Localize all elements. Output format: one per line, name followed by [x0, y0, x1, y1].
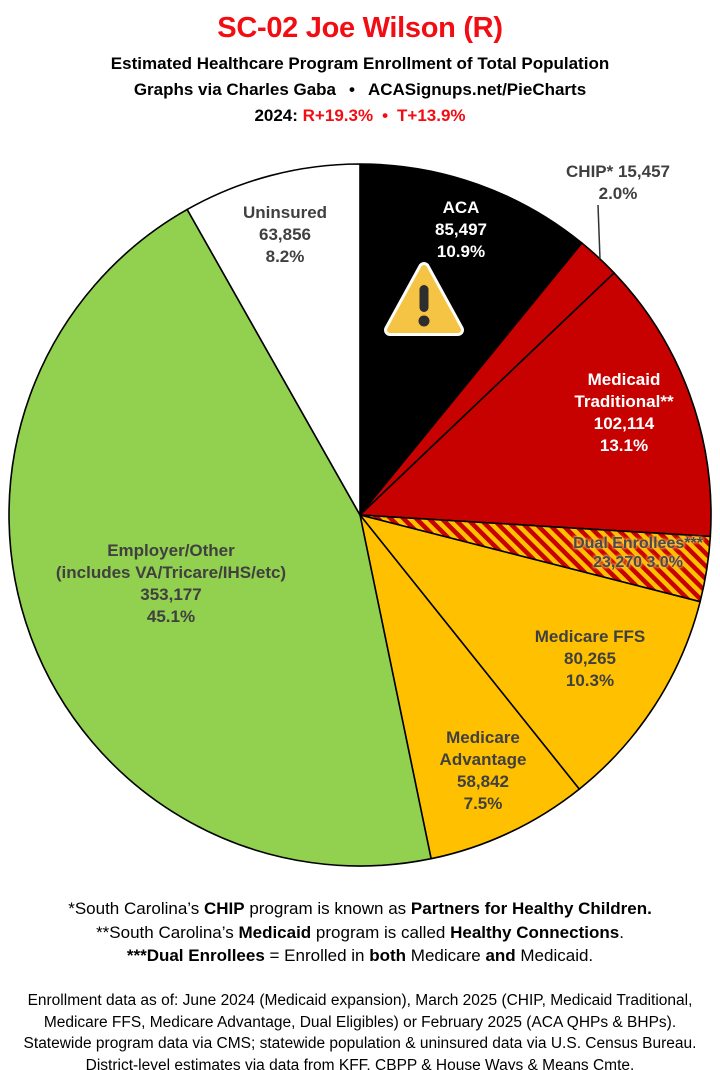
- partisan-lean-line: 2024: R+19.3% • T+13.9%: [0, 106, 720, 126]
- lean-r-value: R+19.3%: [302, 106, 374, 125]
- source-line: District-level estimates via data from K…: [85, 1056, 635, 1070]
- label-medicare-ffs: Medicare FFS 80,265 10.3%: [534, 627, 646, 690]
- warning-triangle-icon: [384, 262, 464, 336]
- label-dual-enrollees: Dual Enrollees*** 23,270 3.0%: [573, 535, 703, 571]
- credit-line: Graphs via Charles Gaba • ACASignups.net/P…: [0, 80, 720, 100]
- credit-author: Graphs via Charles Gaba: [133, 80, 337, 99]
- pie-slice-medicare-ffs: [359, 514, 701, 790]
- lean-t-value: T+13.9%: [397, 106, 466, 125]
- pie-chart: Uninsured 63,856 8.2% ACA 85,497 10.9% C…: [0, 150, 720, 890]
- credit-site: ACASignups.net/PieCharts: [367, 80, 587, 99]
- footnotes: *South Carolina’s CHIP program is known …: [0, 897, 720, 968]
- pie-svg: [8, 163, 712, 867]
- source-line: Statewide program data via CMS; statewid…: [23, 1035, 697, 1052]
- footnote-chip: *South Carolina’s CHIP program is known …: [68, 899, 652, 918]
- pie-slice-uninsured: [186, 163, 361, 516]
- warning-icon: [383, 261, 465, 343]
- label-chip: CHIP* 15,457 2.0%: [566, 162, 670, 203]
- chip-leader-line: [597, 204, 601, 260]
- footnote-dual: ***Dual Enrollees = Enrolled in both Med…: [126, 946, 594, 965]
- subtitle: Estimated Healthcare Program Enrollment …: [110, 54, 610, 73]
- pie-slice-medicare-advantage: [359, 514, 581, 860]
- source-notes: Enrollment data as of: June 2024 (Medica…: [0, 990, 720, 1070]
- footnote-medicaid: **South Carolina’s Medicaid program is c…: [96, 922, 624, 942]
- header: SC-02 Joe Wilson (R) Estimated Healthcar…: [0, 0, 720, 126]
- label-medicaid-traditional: Medicaid Traditional** 102,114 13.1%: [574, 370, 674, 455]
- pie-slice-employer-other: [8, 208, 432, 867]
- pie-slice-medicaid-traditional: [359, 272, 712, 538]
- label-uninsured: Uninsured 63,856 8.2%: [242, 203, 328, 266]
- page-title: SC-02 Joe Wilson (R): [217, 12, 503, 44]
- label-employer-other: Employer/Other (includes VA/Tricare/IHS/…: [55, 541, 287, 626]
- pie-slice-aca: [359, 163, 583, 516]
- bullet-separator: •: [349, 80, 355, 99]
- label-aca: ACA 85,497 10.9%: [435, 198, 487, 261]
- pie-slices: [8, 163, 712, 867]
- source-line: Enrollment data as of: June 2024 (Medica…: [27, 992, 693, 1009]
- label-medicare-advantage: Medicare Advantage 58,842 7.5%: [439, 728, 527, 813]
- source-line: Medicare FFS, Medicare Advantage, Dual E…: [43, 1013, 677, 1031]
- bullet-separator-red: •: [382, 106, 389, 125]
- year-label: 2024:: [254, 106, 298, 125]
